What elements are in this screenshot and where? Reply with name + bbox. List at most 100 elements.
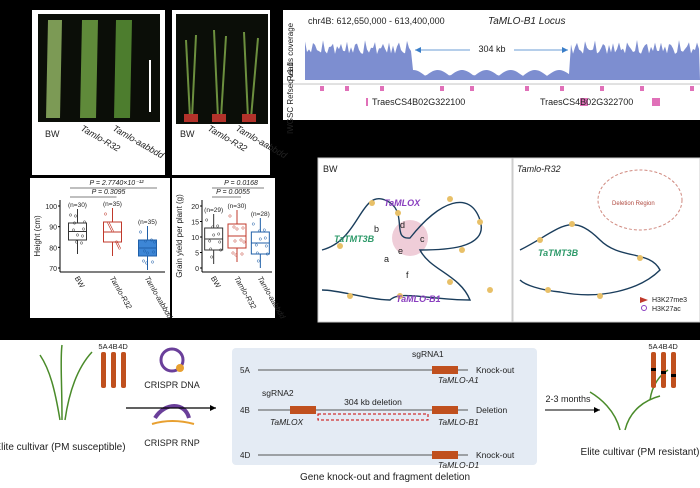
deletion-size: 304 kb (478, 44, 505, 54)
chromosome (111, 352, 116, 388)
point (142, 259, 145, 263)
title: BW (323, 164, 338, 174)
mutation (651, 368, 656, 371)
gene-model (580, 98, 588, 106)
p-value: P = 0.0055 (216, 189, 250, 196)
chromosome-label: 5A (648, 342, 657, 351)
point (263, 236, 267, 240)
point (212, 233, 216, 237)
y-tick-label: 90 (49, 225, 57, 232)
point (80, 241, 83, 245)
gene: TaMLOX (384, 198, 421, 208)
region: Deletion Region (612, 201, 655, 207)
gene: TaMLO-D1 (438, 460, 480, 470)
point (232, 225, 236, 229)
point (210, 255, 214, 259)
y-tick-label: 0 (195, 266, 199, 273)
p-value: P = 0.0168 (224, 180, 258, 187)
gene-model (366, 98, 368, 106)
chromosome (101, 352, 106, 388)
n-label: (n=28) (251, 211, 270, 218)
chromosome (671, 352, 676, 388)
feature (440, 86, 444, 91)
gene: TaTMT3B (538, 248, 579, 258)
loop: d (400, 220, 405, 230)
point (82, 227, 85, 231)
point (241, 226, 245, 230)
point (115, 240, 118, 244)
point (264, 244, 268, 248)
feature (640, 86, 644, 91)
feature (380, 86, 384, 91)
point (240, 252, 244, 256)
deletion: 304 kb deletion (344, 397, 402, 407)
panel-f-right (512, 157, 700, 323)
n-label: (n=35) (103, 201, 122, 208)
y-tick-label: 10 (191, 235, 199, 242)
y-tick-label: 80 (49, 245, 57, 252)
point (144, 239, 147, 243)
gene: TaMLO-B1 (438, 417, 479, 427)
point (217, 232, 221, 236)
outcome: Knock-out (476, 365, 515, 375)
chromosome-label: 5A (240, 366, 250, 375)
chromosome-label: 4B (108, 342, 117, 351)
mutation (661, 371, 666, 374)
track-label: IWGSC Refseq v1.1 (286, 61, 295, 134)
point (219, 248, 223, 252)
legend: H3K27ac (652, 306, 681, 313)
label: BW (180, 129, 195, 139)
time: 2-3 months (545, 394, 591, 404)
gene-box (290, 406, 316, 414)
outcome: Knock-out (476, 450, 515, 460)
point (234, 253, 238, 257)
chromosome (661, 352, 666, 388)
region: chr4B: 612,650,000 - 613,400,000 (308, 16, 445, 26)
sgrna: sgRNA2 (262, 388, 294, 398)
y-tick-label: 100 (45, 204, 57, 211)
feature (470, 86, 474, 91)
point (262, 228, 266, 232)
y-axis-label: Height (cm) (33, 215, 42, 257)
point (258, 237, 262, 241)
chromosome (121, 352, 126, 388)
point (239, 238, 243, 242)
gene-box (432, 366, 458, 374)
gene: TraesCS4B02G322700 (540, 97, 633, 107)
point (107, 221, 110, 225)
gene: TraesCS4B02G322100 (372, 97, 465, 107)
sgrna: sgRNA1 (412, 349, 444, 359)
chromosome-label: 4D (118, 342, 128, 351)
point (205, 218, 209, 222)
point (235, 227, 239, 231)
locus: TaMLO-B1 Locus (488, 16, 565, 27)
feature (525, 86, 529, 91)
y-tick-label: 5 (195, 251, 199, 258)
point (152, 250, 155, 254)
point (74, 214, 77, 218)
title: Tamlo-R32 (517, 164, 561, 174)
caption: Gene knock-out and fragment deletion (300, 472, 470, 483)
loop: b (374, 224, 379, 234)
caption: Elite cultivar (PM susceptible) (0, 442, 126, 453)
gene: TaMLO-A1 (438, 375, 479, 385)
n-label: (n=30) (228, 203, 247, 210)
point (104, 212, 107, 216)
feature (600, 86, 604, 91)
method: CRISPR RNP (144, 438, 200, 448)
chromosome-label: 4D (668, 342, 678, 351)
point (228, 214, 232, 218)
point (242, 240, 246, 244)
point (254, 243, 258, 247)
point (265, 252, 269, 256)
chromosome-label: 4B (240, 406, 250, 415)
point (211, 225, 215, 229)
p-value: P = 2.7740×10⁻¹² (89, 180, 144, 187)
point (69, 213, 72, 217)
loop: e (398, 246, 403, 256)
y-tick-label: 20 (191, 204, 199, 211)
feature (345, 86, 349, 91)
point (209, 247, 213, 251)
point (72, 228, 75, 232)
